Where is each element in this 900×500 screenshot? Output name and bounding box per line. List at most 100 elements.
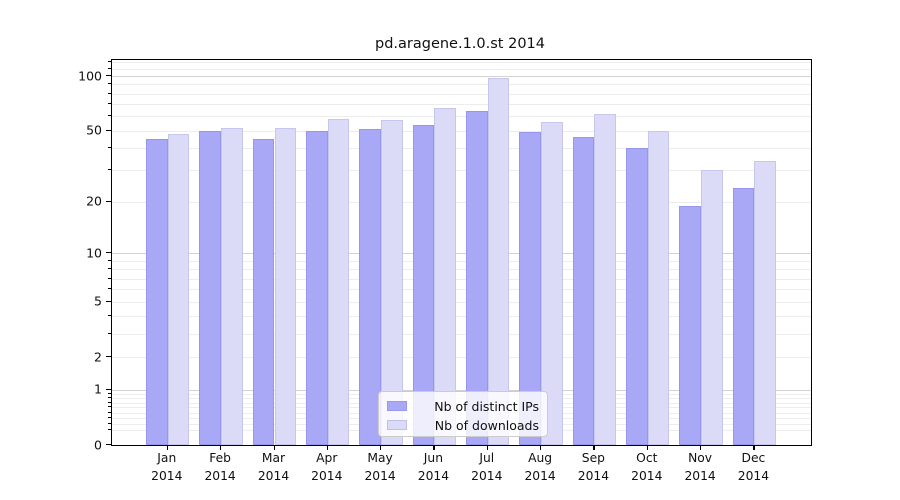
y-tick-mark — [106, 388, 111, 390]
y-tick-mark-minor — [108, 129, 111, 131]
gridline-minor — [112, 116, 811, 118]
legend-label-distinct-ips: Nb of distinct IPs — [434, 398, 539, 414]
bar-ips-aug — [519, 132, 542, 445]
y-tick-label: 20 — [86, 193, 102, 209]
y-tick-label: 1 — [94, 381, 102, 397]
bar-ips-jun — [412, 124, 435, 445]
bar-ips-nov — [679, 205, 702, 445]
y-tick-mark-minor — [108, 392, 111, 394]
x-tick-mark — [700, 445, 702, 450]
bar-ips-apr — [306, 130, 328, 445]
gridline-minor — [112, 68, 811, 70]
bar-ips-feb — [199, 130, 222, 445]
x-tick-mark — [540, 445, 542, 450]
x-tick-label: Dec 2014 — [737, 451, 770, 483]
x-tick-mark — [273, 445, 275, 450]
y-tick-mark-minor — [108, 83, 111, 85]
bar-ips-sep — [572, 137, 595, 445]
y-tick-mark-minor — [108, 406, 111, 408]
y-tick-mark-minor — [108, 169, 111, 171]
gridline-major — [112, 389, 811, 391]
x-tick-label: Aug 2014 — [524, 451, 556, 483]
gridline-minor — [112, 93, 811, 95]
y-tick-mark-minor — [108, 277, 111, 279]
y-tick-mark — [106, 75, 111, 77]
bar-ips-may — [359, 129, 382, 445]
x-tick-mark — [326, 445, 328, 450]
y-tick-mark-minor — [108, 147, 111, 149]
bar-downloads-aug — [541, 121, 563, 445]
x-tick-mark — [486, 445, 488, 450]
x-tick-label: Oct 2014 — [631, 451, 663, 483]
x-tick-mark — [220, 445, 222, 450]
y-tick-mark-minor — [108, 200, 111, 202]
bar-downloads-sep — [594, 113, 617, 445]
gridline-minor — [112, 334, 811, 336]
gridline-minor — [112, 130, 811, 132]
bar-downloads-feb — [221, 127, 243, 445]
gridline-major — [112, 76, 811, 77]
legend-item-distinct-ips: Nb of distinct IPs — [387, 397, 539, 415]
y-tick-mark-minor — [108, 103, 111, 105]
x-tick-mark — [646, 445, 648, 450]
x-tick-mark — [380, 445, 382, 450]
gridline-minor — [112, 148, 811, 150]
x-tick-label: Jan 2014 — [151, 451, 183, 483]
y-tick-mark-minor — [108, 259, 111, 261]
x-tick-label: Jul 2014 — [471, 451, 503, 483]
x-tick-label: Mar 2014 — [257, 451, 290, 483]
y-tick-mark-minor — [108, 417, 111, 419]
y-tick-mark-minor — [108, 60, 111, 62]
y-tick-mark — [106, 444, 111, 446]
x-tick-mark — [593, 445, 595, 450]
chart-title: pd.aragene.1.0.st 2014 — [374, 36, 546, 52]
y-tick-mark-minor — [108, 429, 111, 431]
gridline-minor — [112, 104, 811, 106]
bar-downloads-nov — [701, 170, 723, 445]
bar-downloads-jun — [434, 107, 457, 445]
x-tick-label: May 2014 — [364, 451, 396, 483]
y-tick-mark-minor — [108, 333, 111, 335]
y-tick-label: 100 — [78, 68, 102, 83]
legend-item-downloads: Nb of downloads — [387, 416, 539, 434]
bar-downloads-jan — [167, 133, 190, 445]
legend-label-downloads: Nb of downloads — [434, 417, 539, 433]
y-tick-mark-minor — [108, 67, 111, 69]
x-tick-mark — [433, 445, 435, 450]
bar-ips-jul — [466, 111, 488, 445]
y-tick-mark-minor — [108, 401, 111, 403]
bar-downloads-dec — [754, 160, 777, 445]
y-tick-mark — [106, 252, 111, 254]
gridline-minor — [112, 201, 811, 203]
x-tick-label: Sep 2014 — [577, 451, 610, 483]
y-tick-mark-minor — [108, 288, 111, 290]
y-tick-mark-minor — [108, 356, 111, 358]
y-tick-label: 10 — [86, 245, 102, 261]
bar-downloads-mar — [274, 127, 297, 445]
plot-area — [111, 59, 812, 446]
y-tick-mark-minor — [108, 397, 111, 398]
legend-swatch-distinct-ips — [387, 401, 407, 411]
y-tick-mark-minor — [108, 411, 111, 413]
bar-downloads-may — [381, 120, 403, 445]
bar-ips-oct — [626, 148, 648, 445]
y-tick-label: 50 — [86, 122, 102, 138]
y-tick-label: 0 — [94, 437, 102, 452]
x-tick-label: Feb 2014 — [204, 451, 236, 483]
bar-ips-jan — [146, 138, 168, 445]
x-tick-mark — [753, 445, 755, 450]
y-tick-mark-minor — [108, 315, 111, 317]
x-tick-label: Apr 2014 — [311, 451, 343, 483]
y-tick-mark-minor — [108, 300, 111, 302]
y-tick-mark-minor — [108, 92, 111, 94]
y-tick-label: 2 — [94, 349, 102, 365]
legend: Nb of distinct IPs Nb of downloads — [378, 391, 548, 437]
x-tick-label: Nov 2014 — [684, 451, 716, 483]
bar-ips-mar — [252, 138, 275, 445]
y-tick-mark-minor — [108, 115, 111, 117]
x-tick-label: Jun 2014 — [417, 451, 450, 483]
gridline-minor — [112, 269, 811, 271]
bar-downloads-oct — [647, 130, 670, 445]
gridline-minor — [112, 357, 811, 359]
